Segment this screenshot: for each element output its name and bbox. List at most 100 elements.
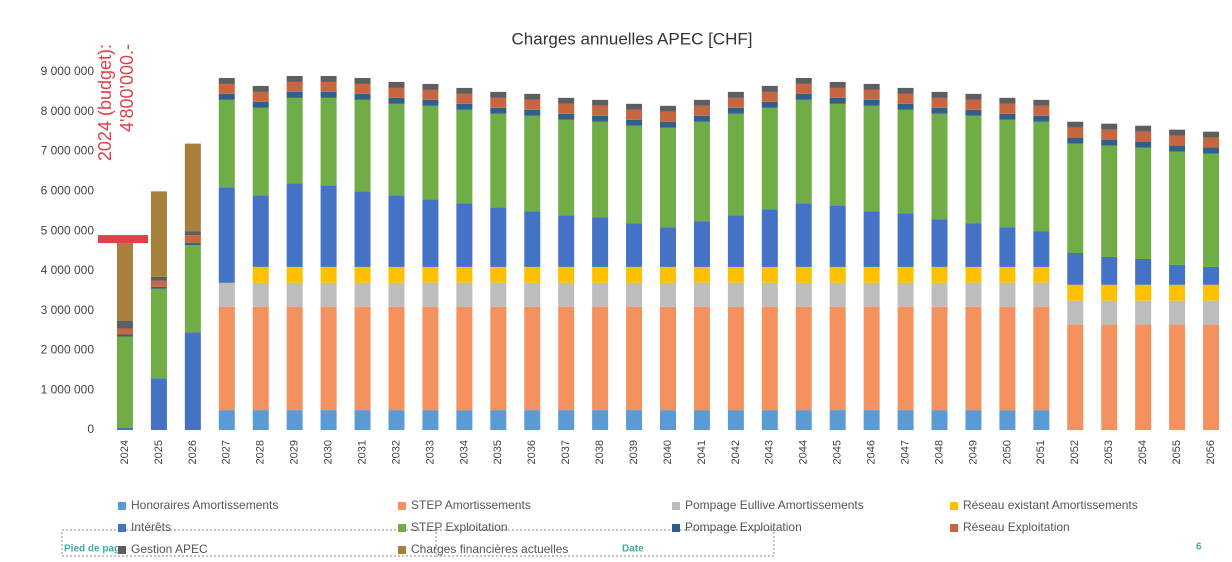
bar-segment xyxy=(490,91,507,98)
bar-segment xyxy=(863,89,880,100)
bar-segment xyxy=(1203,137,1220,148)
bar-segment xyxy=(422,83,439,90)
bar-segment xyxy=(693,266,710,283)
bar-segment xyxy=(795,410,812,430)
footer-left: Pied de page xyxy=(64,544,126,555)
legend-label: STEP Amortissements xyxy=(411,498,531,512)
bar-segment xyxy=(1101,139,1118,146)
bar-segment xyxy=(490,282,507,307)
x-tick-label: 2038 xyxy=(594,440,606,464)
bar-segment xyxy=(252,306,269,411)
bar-segment xyxy=(897,109,914,214)
bar-segment xyxy=(931,266,948,283)
legend-swatch xyxy=(398,546,406,554)
bar-segment xyxy=(897,213,914,267)
bar-segment xyxy=(1169,135,1186,146)
legend-swatch xyxy=(950,502,958,510)
bar-segment xyxy=(286,75,303,82)
bar-segment xyxy=(286,306,303,411)
bar-segment xyxy=(218,187,235,283)
bar-segment xyxy=(795,266,812,283)
bar-segment xyxy=(999,282,1016,307)
bar-segment xyxy=(320,75,337,82)
bar-segment xyxy=(965,99,982,110)
bar-segment xyxy=(1101,284,1118,301)
bar-segment xyxy=(727,113,744,216)
bar-segment xyxy=(795,99,812,204)
bar-segment xyxy=(286,183,303,267)
bar-segment xyxy=(1169,300,1186,325)
x-tick-label: 2033 xyxy=(424,440,436,464)
bar-segment xyxy=(829,266,846,283)
bar-segment xyxy=(829,410,846,430)
footer-box xyxy=(435,529,775,557)
bar-segment xyxy=(116,336,133,429)
bar-segment xyxy=(558,119,575,216)
y-tick-label: 1 000 000 xyxy=(41,382,95,396)
bar-segment xyxy=(218,77,235,84)
bar-segment xyxy=(558,97,575,104)
bar-segment xyxy=(999,227,1016,267)
bar-segment xyxy=(897,282,914,307)
x-tick-label: 2045 xyxy=(832,440,844,464)
bar-segment xyxy=(1067,300,1084,325)
bar-segment xyxy=(184,143,201,232)
bar-segment xyxy=(1135,147,1152,259)
bar-segment xyxy=(592,115,609,122)
bar-segment xyxy=(456,282,473,307)
bar-segment xyxy=(727,107,744,114)
bar-segment xyxy=(1135,141,1152,148)
bar-segment xyxy=(388,81,405,88)
bar-segment xyxy=(931,107,948,114)
bar-segment xyxy=(965,223,982,267)
bar-segment xyxy=(795,203,812,267)
bar-segment xyxy=(320,97,337,186)
bar-segment xyxy=(660,410,676,430)
bar-segment xyxy=(286,91,303,98)
bar-segment xyxy=(829,87,846,98)
bar-segment xyxy=(1135,324,1152,430)
bar-segment xyxy=(1033,231,1050,267)
bar-segment xyxy=(626,282,643,307)
bar-segment xyxy=(558,410,575,430)
bar-segment xyxy=(388,266,405,283)
bar-segment xyxy=(252,266,269,283)
bar-segment xyxy=(286,97,303,184)
x-tick-label: 2056 xyxy=(1205,440,1217,464)
bar-segment xyxy=(1169,284,1186,301)
bar-segment xyxy=(693,121,710,222)
bar-segment xyxy=(422,266,439,283)
bar-segment xyxy=(524,109,541,116)
bar-segment xyxy=(490,410,507,430)
x-tick-label: 2040 xyxy=(662,440,674,464)
bar-segment xyxy=(592,99,609,106)
annotation-label: 2024 (budget): xyxy=(95,44,115,161)
bar-segment xyxy=(965,93,982,100)
bar-segment xyxy=(524,306,541,411)
bar-segment xyxy=(592,217,609,267)
bar-segment xyxy=(1135,284,1152,301)
bar-segment xyxy=(693,115,710,122)
bar-segment xyxy=(1101,145,1118,257)
bar-segment xyxy=(218,83,235,94)
bar-segment xyxy=(592,306,609,411)
bar-segment xyxy=(897,103,914,110)
bar-segment xyxy=(1169,264,1186,285)
bar-segment xyxy=(693,410,710,430)
bar-segment xyxy=(1067,252,1084,285)
bar-segment xyxy=(1169,151,1186,265)
bar-segment xyxy=(422,105,439,200)
bar-segment xyxy=(388,306,405,411)
bar-segment xyxy=(795,93,812,100)
bar-segment xyxy=(286,282,303,307)
bar-segment xyxy=(897,266,914,283)
bar-segment xyxy=(116,243,133,321)
annotation-value: 4'800'000.- xyxy=(117,44,137,132)
x-tick-label: 2054 xyxy=(1137,440,1149,464)
bar-segment xyxy=(1135,300,1152,325)
bar-segment xyxy=(863,266,880,283)
bar-segment xyxy=(354,93,371,100)
bar-segment xyxy=(592,121,609,218)
bar-segment xyxy=(354,410,371,430)
bar-segment xyxy=(252,282,269,307)
